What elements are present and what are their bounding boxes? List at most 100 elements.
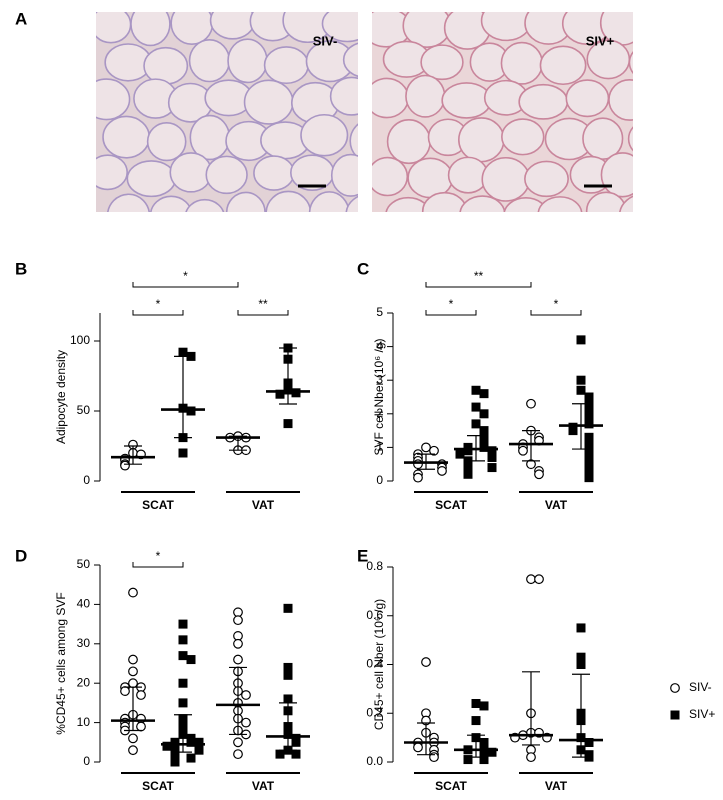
significance-bracket <box>132 282 239 288</box>
data-point <box>576 660 586 669</box>
significance-label: * <box>156 297 161 311</box>
data-point <box>584 436 594 446</box>
data-point <box>479 389 489 399</box>
data-point <box>576 652 586 662</box>
data-point <box>479 738 489 747</box>
data-point <box>471 419 481 429</box>
data-point <box>291 388 301 398</box>
data-point <box>584 409 594 419</box>
cell <box>170 12 214 45</box>
y-axis-label: SVF cell Nber (10⁶ /g) <box>372 339 386 456</box>
data-point <box>128 733 138 744</box>
data-point <box>186 406 196 416</box>
cell <box>329 76 358 116</box>
data-point <box>479 409 489 419</box>
data-point <box>186 655 196 665</box>
panel-letter: E <box>357 546 368 565</box>
data-point <box>178 448 188 458</box>
x-category-label: SCAT <box>435 498 467 512</box>
image-label: SIV+ <box>586 33 615 48</box>
data-point <box>471 402 481 412</box>
data-point <box>584 473 594 483</box>
data-point <box>487 446 497 456</box>
y-tick-label: 0 <box>83 473 90 487</box>
data-point <box>421 442 431 453</box>
y-tick-label: 100 <box>70 333 90 347</box>
cell <box>619 195 633 212</box>
legend-label: SIV- <box>689 680 712 694</box>
cell <box>503 197 549 212</box>
data-point <box>471 385 481 395</box>
cell <box>130 12 171 47</box>
image-label: SIV- <box>313 33 338 48</box>
cell <box>524 160 569 198</box>
data-point <box>120 686 130 696</box>
data-point <box>479 755 489 765</box>
data-point <box>241 717 251 728</box>
y-tick-label: 4 <box>376 339 383 353</box>
cell <box>405 74 446 118</box>
data-point <box>463 755 473 765</box>
significance-bracket <box>425 310 477 316</box>
cell <box>308 191 350 212</box>
cell <box>407 157 454 199</box>
data-point <box>283 419 293 429</box>
legend-label: SIV+ <box>689 707 715 721</box>
panel-letter: A <box>15 9 27 28</box>
data-point <box>128 678 138 689</box>
data-point <box>584 442 594 452</box>
x-category-label: VAT <box>252 779 275 793</box>
significance-bracket <box>530 310 582 316</box>
data-point <box>463 469 473 479</box>
cell <box>107 193 151 212</box>
cell <box>188 38 231 83</box>
data-point <box>233 638 243 649</box>
data-point <box>178 698 188 708</box>
y-tick-label: 0.0 <box>366 754 383 768</box>
data-point <box>178 651 188 661</box>
data-point <box>291 737 301 747</box>
data-point <box>136 690 146 700</box>
cell <box>608 79 633 121</box>
data-point <box>186 737 196 747</box>
data-point <box>487 463 497 473</box>
y-tick-label: 3 <box>376 372 383 386</box>
cell <box>345 195 358 212</box>
data-point <box>194 745 204 755</box>
data-point <box>518 445 528 456</box>
data-point <box>487 452 497 462</box>
data-point <box>128 654 138 665</box>
data-point <box>136 721 146 732</box>
data-point <box>421 657 431 667</box>
cell <box>458 117 505 163</box>
cell <box>385 196 431 212</box>
data-point <box>576 375 586 385</box>
data-point <box>413 459 423 470</box>
panel-letter: C <box>357 259 369 278</box>
cell <box>518 83 569 120</box>
data-point <box>170 757 180 767</box>
cell <box>600 152 633 198</box>
panel-letter: B <box>15 259 27 278</box>
cell <box>150 195 193 212</box>
data-point <box>275 389 285 399</box>
cell <box>146 122 187 162</box>
y-axis-label: Adipocyte density <box>54 350 68 444</box>
y-tick-label: 0 <box>83 754 90 768</box>
x-category-label: SCAT <box>142 498 174 512</box>
cell <box>263 46 310 85</box>
data-point <box>233 615 243 626</box>
cell <box>243 79 294 125</box>
y-tick-label: 1 <box>376 440 383 454</box>
data-point <box>241 690 251 700</box>
significance-label: * <box>156 549 161 563</box>
significance-bracket <box>425 282 532 288</box>
significance-label: * <box>449 297 454 311</box>
data-point <box>233 654 243 665</box>
data-point <box>534 574 544 585</box>
y-tick-label: 20 <box>77 675 91 689</box>
data-point <box>584 459 594 469</box>
cell <box>480 12 533 42</box>
